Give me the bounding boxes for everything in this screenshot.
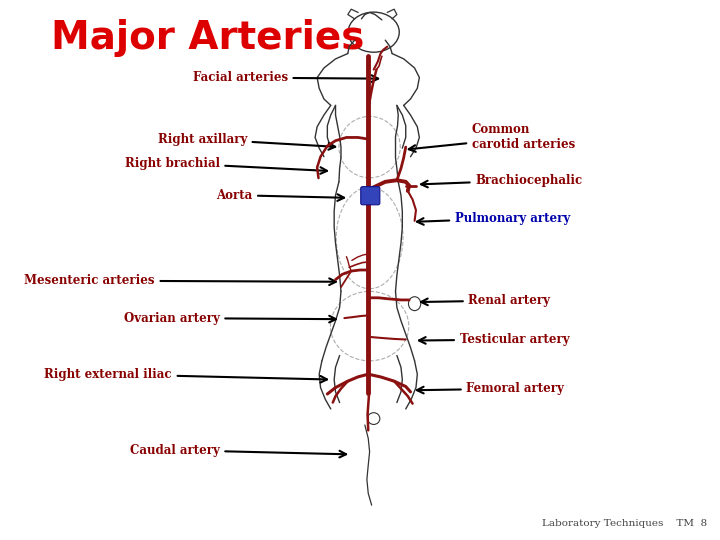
Text: Femoral artery: Femoral artery xyxy=(417,382,564,395)
Text: Facial arteries: Facial arteries xyxy=(193,71,378,84)
Text: Right axillary: Right axillary xyxy=(158,132,336,150)
Text: Major Arteries: Major Arteries xyxy=(50,19,364,57)
Text: Common
carotid arteries: Common carotid arteries xyxy=(409,124,575,152)
Text: Testicular artery: Testicular artery xyxy=(419,333,570,346)
Text: Right brachial: Right brachial xyxy=(125,157,327,174)
Text: Right external iliac: Right external iliac xyxy=(45,368,327,383)
FancyBboxPatch shape xyxy=(361,187,380,205)
Text: Brachiocephalic: Brachiocephalic xyxy=(421,174,582,187)
Text: Mesenteric arteries: Mesenteric arteries xyxy=(24,274,336,287)
Text: Caudal artery: Caudal artery xyxy=(130,443,346,457)
Text: Laboratory Techniques    TM  8: Laboratory Techniques TM 8 xyxy=(542,518,707,528)
Text: Aorta: Aorta xyxy=(216,188,344,201)
Text: Ovarian artery: Ovarian artery xyxy=(124,312,336,325)
Text: Pulmonary artery: Pulmonary artery xyxy=(417,212,570,225)
Text: Renal artery: Renal artery xyxy=(421,294,551,307)
